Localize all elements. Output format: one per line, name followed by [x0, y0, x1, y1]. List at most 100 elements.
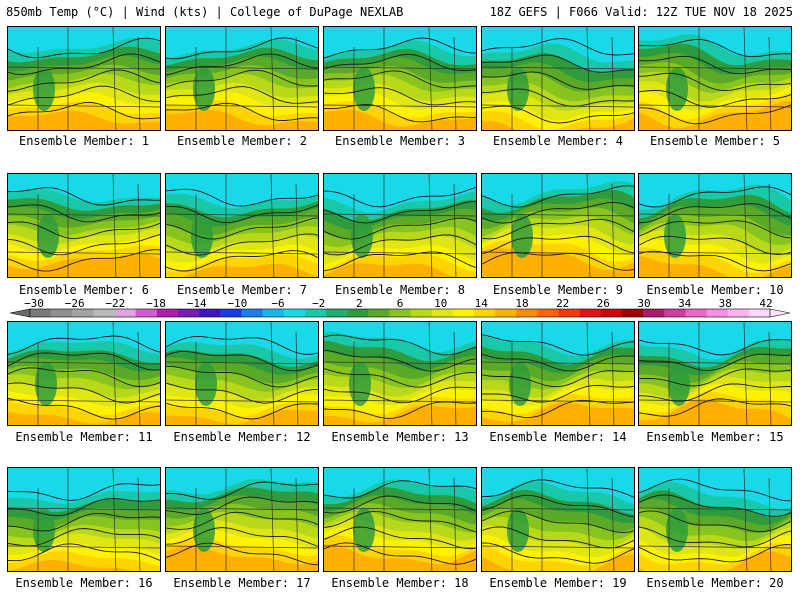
- state-border: [453, 36, 457, 130]
- state-border: [112, 27, 117, 130]
- temperature-map: [324, 174, 476, 277]
- ensemble-map-panel: [323, 173, 477, 278]
- isotherm-contour: [324, 368, 476, 388]
- isotherm-contour: [482, 185, 634, 208]
- ensemble-member-label: Ensemble Member: 19: [489, 576, 627, 590]
- isotherm-contour: [324, 186, 476, 208]
- colorbar-swatch: [474, 309, 496, 317]
- colorbar-swatch: [643, 309, 665, 317]
- colorbar-tick-label: 14: [475, 298, 489, 310]
- state-border: [482, 251, 634, 255]
- ensemble-member-label: Ensemble Member: 1: [18, 134, 150, 148]
- state-border: [453, 477, 457, 571]
- isotherm-contour: [324, 201, 476, 224]
- isotherm-contour: [8, 37, 160, 59]
- state-border: [166, 251, 318, 255]
- state-border: [295, 331, 299, 425]
- isotherm-contour: [8, 204, 160, 223]
- state-border: [324, 66, 476, 70]
- state-border: [324, 545, 476, 549]
- state-border: [166, 399, 318, 403]
- temperature-band: [639, 101, 791, 130]
- temperature-map: [639, 174, 791, 277]
- isotherm-contour: [639, 398, 791, 417]
- temperature-map: [639, 27, 791, 130]
- temperature-band: [8, 110, 160, 130]
- isotherm-contour: [166, 102, 318, 121]
- isotherm-contour: [639, 55, 791, 75]
- temperature-band: [166, 409, 318, 425]
- isotherm-contour: [482, 105, 634, 124]
- colorbar-swatch: [347, 309, 369, 317]
- isotherm-contour: [166, 86, 318, 104]
- colorbar-tick-label: 30: [637, 298, 650, 310]
- colorbar-swatch: [51, 309, 73, 317]
- temperature-map: [324, 468, 476, 571]
- temperature-map: [482, 468, 634, 571]
- isotherm-contour: [8, 102, 160, 120]
- colorbar-tick-label: 38: [719, 298, 732, 310]
- state-border: [768, 477, 772, 571]
- colorbar-tick-label: 42: [759, 298, 772, 310]
- colorbar-tick-label: −6: [271, 298, 284, 310]
- state-border: [611, 36, 615, 130]
- ensemble-map-panel: [165, 321, 319, 426]
- state-border: [639, 507, 791, 511]
- temperature-band: [8, 411, 160, 425]
- isotherm-contour: [324, 53, 476, 71]
- colorbar-swatch: [93, 309, 115, 317]
- temperature-band: [324, 263, 454, 277]
- state-border: [324, 507, 476, 511]
- isotherm-contour: [482, 334, 634, 356]
- isotherm-contour: [639, 203, 791, 224]
- state-border: [270, 27, 275, 130]
- terrain-cold-pocket: [37, 214, 59, 258]
- ensemble-map-panel: [165, 467, 319, 572]
- ensemble-map-panel: [165, 26, 319, 131]
- colorbar-tick-label: −26: [65, 298, 85, 310]
- isotherm-contour: [639, 494, 791, 517]
- colorbar-graphic: −30 −26 −22 −18 −14 −10 −6 −2 2 6 10 14 18 22 26 30 34 38…: [10, 298, 790, 318]
- isotherm-contour: [166, 527, 318, 547]
- isotherm-contour: [8, 528, 160, 547]
- isotherm-contour: [8, 382, 160, 404]
- isotherm-contour: [482, 235, 634, 255]
- ensemble-map-panel: [165, 173, 319, 278]
- temperature-map: [166, 468, 318, 571]
- colorbar-swatch: [685, 309, 707, 317]
- colorbar-tick-label: −18: [146, 298, 166, 310]
- colorbar-swatch: [727, 309, 750, 317]
- colorbar-swatch: [664, 309, 686, 317]
- terrain-cold-pocket: [195, 362, 217, 406]
- isotherm-contour: [8, 234, 160, 256]
- colorbar-swatch: [283, 309, 306, 317]
- terrain-cold-pocket: [511, 214, 533, 258]
- state-border: [137, 36, 141, 130]
- colorbar-swatch: [135, 309, 158, 317]
- ensemble-map-panel: [638, 26, 792, 131]
- isotherm-contour: [482, 71, 634, 90]
- isotherm-contour: [166, 37, 318, 60]
- colorbar-swatch: [114, 309, 137, 317]
- ensemble-map-panel: [481, 321, 635, 426]
- state-border: [112, 174, 117, 277]
- isotherm-contour: [639, 383, 791, 402]
- isotherm-contour: [639, 90, 791, 108]
- state-border: [482, 66, 634, 70]
- terrain-cold-pocket: [351, 214, 373, 258]
- isotherm-contour: [166, 542, 318, 566]
- temperature-map: [8, 468, 160, 571]
- isotherm-contour: [166, 188, 318, 207]
- state-border: [324, 361, 476, 365]
- isotherm-contour: [8, 187, 160, 206]
- state-border: [8, 104, 160, 108]
- state-border: [611, 183, 615, 277]
- ensemble-member-label: Ensemble Member: 8: [334, 283, 466, 297]
- temperature-band: [482, 554, 634, 571]
- state-border: [482, 399, 634, 403]
- temperature-map: [166, 322, 318, 425]
- isotherm-contour: [639, 526, 791, 548]
- temperature-band: [166, 545, 318, 571]
- ensemble-map-panel: [7, 321, 161, 426]
- temperature-map: [8, 322, 160, 425]
